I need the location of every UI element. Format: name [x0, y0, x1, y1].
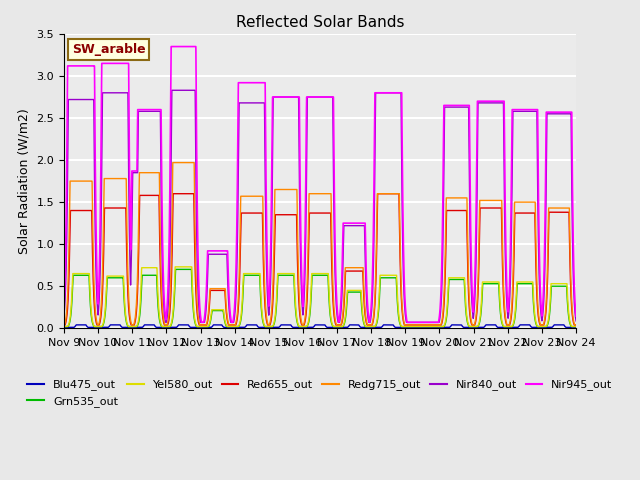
Blu475_out: [164, 324, 172, 330]
Redg715_out: [390, 191, 398, 197]
Nir945_out: [60, 301, 68, 307]
Grn535_out: [252, 272, 260, 278]
Nir840_out: [252, 100, 260, 106]
Red655_out: [390, 191, 398, 197]
Redg715_out: [60, 322, 68, 328]
Yel580_out: [570, 324, 578, 329]
Nir945_out: [164, 283, 172, 288]
Nir945_out: [570, 284, 578, 290]
Nir945_out: [198, 320, 205, 325]
Blu475_out: [463, 324, 471, 330]
Yel580_out: [252, 271, 260, 276]
Grn535_out: [164, 324, 172, 329]
Legend: Blu475_out, Grn535_out, Yel580_out, Red655_out, Redg715_out, Nir840_out, Nir945_: Blu475_out, Grn535_out, Yel580_out, Red6…: [23, 375, 617, 411]
Grn535_out: [390, 275, 398, 281]
Redg715_out: [170, 160, 177, 166]
Nir945_out: [572, 313, 580, 319]
Red655_out: [170, 191, 177, 197]
Blu475_out: [60, 324, 68, 330]
Grn535_out: [463, 318, 471, 324]
Nir840_out: [162, 320, 170, 325]
Grn535_out: [570, 324, 578, 329]
Nir840_out: [168, 87, 175, 93]
Grn535_out: [172, 266, 179, 272]
Blu475_out: [570, 324, 578, 330]
Red655_out: [572, 322, 580, 328]
Line: Red655_out: Red655_out: [64, 194, 576, 325]
Line: Blu475_out: Blu475_out: [64, 325, 576, 327]
Redg715_out: [572, 322, 580, 328]
Yel580_out: [164, 324, 172, 329]
Nir945_out: [167, 44, 175, 49]
Line: Grn535_out: Grn535_out: [64, 269, 576, 326]
Line: Redg715_out: Redg715_out: [64, 163, 576, 325]
Red655_out: [60, 322, 68, 328]
Y-axis label: Solar Radiation (W/m2): Solar Radiation (W/m2): [18, 108, 31, 254]
Yel580_out: [60, 324, 68, 329]
Red655_out: [252, 210, 260, 216]
Blu475_out: [72, 322, 80, 328]
Grn535_out: [60, 324, 68, 329]
Yel580_out: [172, 264, 179, 270]
Red655_out: [164, 321, 172, 326]
Redg715_out: [252, 193, 260, 199]
Blu475_out: [390, 324, 398, 329]
Redg715_out: [463, 208, 471, 214]
Line: Yel580_out: Yel580_out: [64, 267, 576, 326]
Nir840_out: [463, 104, 471, 110]
Redg715_out: [570, 321, 578, 327]
Nir945_out: [390, 90, 398, 96]
Nir945_out: [463, 103, 471, 108]
Redg715_out: [169, 160, 177, 166]
Red655_out: [463, 239, 471, 244]
Line: Nir945_out: Nir945_out: [64, 47, 576, 323]
Nir840_out: [164, 302, 172, 308]
Nir840_out: [170, 87, 177, 93]
Nir945_out: [170, 44, 177, 49]
Blu475_out: [572, 324, 580, 330]
Yel580_out: [572, 324, 580, 329]
Nir840_out: [570, 300, 578, 306]
Nir840_out: [572, 318, 580, 324]
Line: Nir840_out: Nir840_out: [64, 90, 576, 323]
Title: Reflected Solar Bands: Reflected Solar Bands: [236, 15, 404, 30]
Redg715_out: [164, 318, 172, 324]
Yel580_out: [463, 316, 471, 322]
Nir840_out: [390, 90, 398, 96]
Red655_out: [570, 322, 578, 328]
Yel580_out: [390, 272, 398, 278]
Text: SW_arable: SW_arable: [72, 43, 145, 56]
Nir840_out: [60, 312, 68, 318]
Blu475_out: [170, 324, 177, 330]
Grn535_out: [572, 324, 580, 329]
Nir945_out: [252, 80, 260, 85]
Red655_out: [169, 191, 177, 197]
Yel580_out: [170, 303, 177, 309]
Blu475_out: [252, 322, 260, 328]
Grn535_out: [170, 308, 177, 314]
